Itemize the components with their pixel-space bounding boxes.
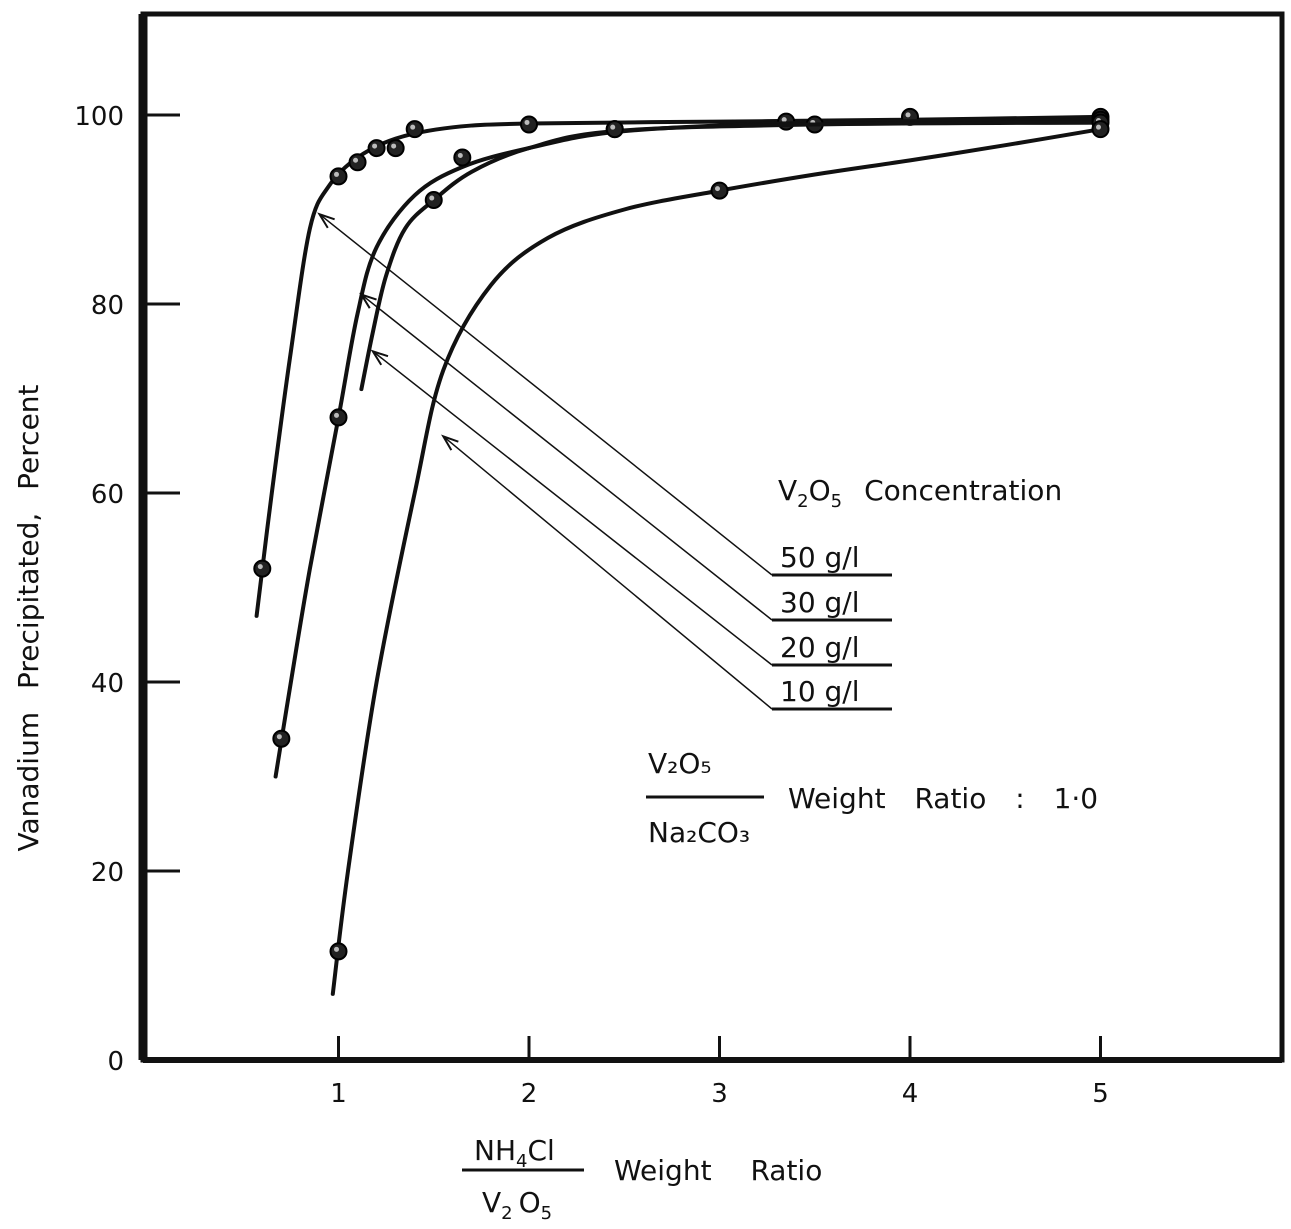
- data-point-highlight: [353, 157, 359, 163]
- y-tick-label: 20: [91, 858, 124, 888]
- data-point-highlight: [334, 171, 339, 177]
- x-label-numerator: NH4Cl: [474, 1134, 555, 1172]
- data-point-highlight: [334, 946, 339, 952]
- legend-label-30-g-l: 30 g/l: [780, 586, 860, 619]
- y-axis-ticks: 0 20 40 60 80 100: [74, 102, 180, 1077]
- data-point-highlight: [410, 124, 416, 130]
- annotation-numerator: V₂O₅: [648, 747, 712, 780]
- data-point-50-g-l: [367, 139, 386, 158]
- annotation-text: Weight Ratio : 1·0: [788, 782, 1098, 815]
- weight-ratio-annotation: V₂O₅ Na₂CO₃ Weight Ratio : 1·0: [646, 747, 1098, 849]
- legend-leader-line: [442, 435, 773, 710]
- data-point-10-g-l: [1091, 120, 1110, 139]
- x-axis-ticks: 1 2 3 4 5: [330, 1036, 1109, 1109]
- legend-label-10-g-l: 10 g/l: [780, 675, 860, 708]
- data-point-50-g-l: [348, 153, 367, 172]
- data-point-highlight: [334, 412, 339, 418]
- data-point-50-g-l: [253, 559, 272, 578]
- legend-leader-line: [360, 293, 773, 621]
- series-line-10-g-l: [330, 127, 1103, 996]
- data-point-50-g-l: [405, 120, 424, 139]
- series-line-20-g-l: [359, 120, 1103, 392]
- data-point-10-g-l: [329, 942, 348, 961]
- data-point-20-g-l: [424, 191, 443, 210]
- y-tick-label: 80: [91, 291, 124, 321]
- data-point-50-g-l: [520, 115, 538, 134]
- x-tick-label: 3: [711, 1079, 728, 1109]
- data-point-30-g-l: [453, 148, 472, 167]
- legend-arrowhead: [370, 349, 389, 366]
- data-point-highlight: [429, 195, 435, 201]
- data-point-highlight: [715, 186, 720, 192]
- legend: 50 g/l 30 g/l 20 g/l 10 g/l: [317, 212, 892, 711]
- data-point-highlight: [276, 734, 282, 740]
- y-tick-label: 60: [91, 480, 124, 510]
- data-point-highlight: [372, 143, 378, 149]
- legend-leader-line: [318, 213, 773, 576]
- x-axis-label-text: Weight Ratio: [614, 1154, 822, 1187]
- data-point-30-g-l: [272, 729, 291, 748]
- legend-arrowhead: [359, 292, 377, 309]
- legend-label-50-g-l: 50 g/l: [780, 541, 860, 574]
- x-tick-label: 4: [902, 1079, 919, 1109]
- series-layer: [253, 107, 1110, 996]
- legend-arrowhead: [441, 434, 459, 451]
- data-point-50-g-l: [386, 139, 405, 158]
- data-point-highlight: [905, 112, 911, 118]
- data-point-highlight: [391, 143, 397, 149]
- x-tick-label: 1: [330, 1079, 347, 1109]
- data-point-50-g-l: [329, 167, 348, 186]
- x-tick-label: 2: [521, 1079, 538, 1109]
- x-tick-label: 5: [1092, 1079, 1109, 1109]
- y-tick-label: 0: [107, 1047, 124, 1077]
- y-tick-label: 40: [91, 669, 124, 699]
- x-label-denominator: V2 O5: [482, 1186, 552, 1224]
- data-point-highlight: [257, 564, 263, 570]
- data-point-highlight: [781, 117, 787, 123]
- legend-label-20-g-l: 20 g/l: [780, 631, 860, 664]
- data-point-highlight: [457, 153, 463, 159]
- data-point-20-g-l: [605, 120, 624, 139]
- data-point-highlight: [524, 119, 530, 125]
- data-point-highlight: [610, 124, 616, 130]
- y-tick-label: 100: [74, 102, 124, 132]
- legend-leader-line: [372, 350, 773, 666]
- legend-arrowhead: [317, 212, 335, 229]
- data-point-highlight: [1096, 124, 1101, 130]
- legend-title: V2O5 Concentration: [778, 474, 1062, 512]
- annotation-denominator: Na₂CO₃: [648, 816, 750, 849]
- data-point-10-g-l: [710, 181, 729, 200]
- y-axis-label: Vanadium Precipitated, Percent: [12, 384, 45, 851]
- data-point-30-g-l: [329, 408, 348, 427]
- x-axis-label: NH4Cl V2 O5 Weight Ratio: [462, 1134, 822, 1224]
